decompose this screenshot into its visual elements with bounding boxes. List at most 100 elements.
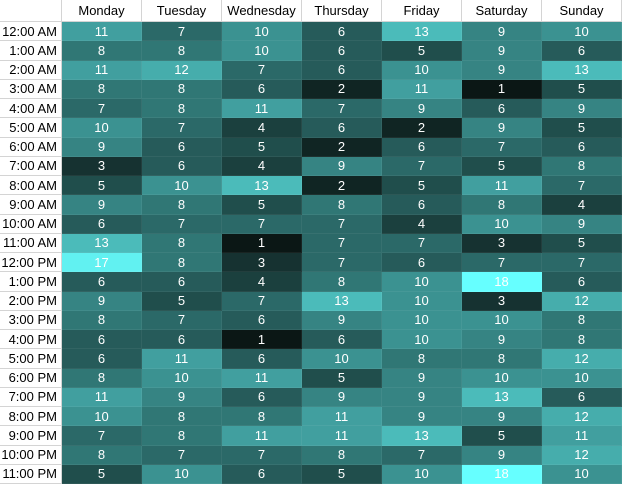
heatmap-cell: 2 <box>302 79 382 99</box>
heatmap-cell: 9 <box>462 41 542 61</box>
heatmap-cell: 10 <box>382 464 462 484</box>
heatmap-cell: 10 <box>62 118 142 138</box>
heatmap-cell: 7 <box>462 137 542 157</box>
heatmap-cell: 6 <box>302 330 382 350</box>
heatmap-cell: 13 <box>302 291 382 311</box>
heatmap-cell: 6 <box>382 253 462 273</box>
heatmap-cell: 10 <box>222 22 302 42</box>
heatmap-cell: 5 <box>142 291 222 311</box>
heatmap-cell: 10 <box>222 41 302 61</box>
heatmap-cell: 6 <box>62 330 142 350</box>
heatmap-cell: 6 <box>222 310 302 330</box>
heatmap-cell: 10 <box>462 310 542 330</box>
heatmap-cell: 9 <box>462 118 542 138</box>
heatmap-cell: 12 <box>542 407 622 427</box>
heatmap-cell: 5 <box>302 368 382 388</box>
heatmap-cell: 10 <box>142 464 222 484</box>
heatmap-cell: 7 <box>382 445 462 465</box>
heatmap-cell: 13 <box>382 22 462 42</box>
row-label: 5:00 PM <box>0 349 62 369</box>
column-header-thursday: Thursday <box>302 0 382 22</box>
heatmap-cell: 8 <box>142 426 222 446</box>
heatmap-cell: 8 <box>462 195 542 215</box>
heatmap-cell: 7 <box>302 99 382 119</box>
heatmap-cell: 2 <box>302 137 382 157</box>
heatmap-cell: 11 <box>222 99 302 119</box>
heatmap-cell: 8 <box>302 445 382 465</box>
row-label: 7:00 AM <box>0 156 62 176</box>
column-header-wednesday: Wednesday <box>222 0 302 22</box>
heatmap-cell: 8 <box>142 195 222 215</box>
row-label: 10:00 PM <box>0 445 62 465</box>
heatmap-cell: 9 <box>62 291 142 311</box>
heatmap-cell: 9 <box>462 330 542 350</box>
heatmap-cell: 6 <box>302 118 382 138</box>
heatmap-cell: 5 <box>62 464 142 484</box>
heatmap-cell: 10 <box>462 368 542 388</box>
heatmap-cell: 9 <box>62 195 142 215</box>
heatmap-cell: 10 <box>302 349 382 369</box>
column-header-sunday: Sunday <box>542 0 622 22</box>
heatmap-cell: 6 <box>62 214 142 234</box>
heatmap-cell: 5 <box>542 233 622 253</box>
heatmap-cell: 5 <box>462 426 542 446</box>
heatmap-cell: 5 <box>62 176 142 196</box>
heatmap-cell: 10 <box>382 310 462 330</box>
heatmap-cell: 18 <box>462 464 542 484</box>
heatmap-cell: 3 <box>222 253 302 273</box>
heatmap-cell: 6 <box>302 60 382 80</box>
heatmap-cell: 6 <box>302 22 382 42</box>
heatmap-cell: 3 <box>462 291 542 311</box>
row-label: 9:00 PM <box>0 426 62 446</box>
heatmap-cell: 6 <box>462 99 542 119</box>
heatmap-cell: 8 <box>222 407 302 427</box>
heatmap-cell: 6 <box>142 137 222 157</box>
heatmap-cell: 7 <box>62 99 142 119</box>
heatmap-cell: 11 <box>142 349 222 369</box>
heatmap-cell: 6 <box>142 272 222 292</box>
heatmap-cell: 8 <box>542 156 622 176</box>
heatmap-cell: 8 <box>302 272 382 292</box>
heatmap-cell: 12 <box>542 445 622 465</box>
heatmap-cell: 8 <box>142 99 222 119</box>
heatmap-cell: 9 <box>382 387 462 407</box>
heatmap-cell: 10 <box>62 407 142 427</box>
heatmap-cell: 10 <box>142 176 222 196</box>
heatmap-cell: 8 <box>542 310 622 330</box>
heatmap-cell: 7 <box>382 233 462 253</box>
heatmap-cell: 6 <box>382 137 462 157</box>
heatmap-cell: 3 <box>462 233 542 253</box>
heatmap-cell: 10 <box>382 272 462 292</box>
row-label: 4:00 AM <box>0 99 62 119</box>
heatmap-cell: 7 <box>142 214 222 234</box>
heatmap-cell: 11 <box>62 60 142 80</box>
heatmap-cell: 9 <box>462 407 542 427</box>
heatmap-cell: 9 <box>462 22 542 42</box>
heatmap-cell: 6 <box>382 195 462 215</box>
heatmap-cell: 5 <box>302 464 382 484</box>
heatmap-cell: 11 <box>542 426 622 446</box>
heatmap-cell: 8 <box>542 330 622 350</box>
heatmap-cell: 6 <box>62 272 142 292</box>
heatmap-cell: 6 <box>542 272 622 292</box>
heatmap-cell: 8 <box>142 79 222 99</box>
row-label: 4:00 PM <box>0 330 62 350</box>
heatmap-cell: 4 <box>222 272 302 292</box>
heatmap-cell: 9 <box>382 99 462 119</box>
heatmap-cell: 7 <box>222 60 302 80</box>
heatmap-cell: 9 <box>142 387 222 407</box>
heatmap-cell: 11 <box>462 176 542 196</box>
heatmap-cell: 9 <box>382 368 462 388</box>
heatmap-cell: 8 <box>62 41 142 61</box>
heatmap-cell: 12 <box>542 349 622 369</box>
row-label: 2:00 PM <box>0 291 62 311</box>
heatmap-cell: 10 <box>542 368 622 388</box>
heatmap-cell: 8 <box>382 349 462 369</box>
row-label: 3:00 AM <box>0 79 62 99</box>
heatmap-cell: 4 <box>222 156 302 176</box>
corner-cell <box>0 0 62 22</box>
heatmap-cell: 9 <box>462 445 542 465</box>
row-label: 2:00 AM <box>0 60 62 80</box>
heatmap-cell: 11 <box>222 426 302 446</box>
heatmap-cell: 9 <box>382 407 462 427</box>
